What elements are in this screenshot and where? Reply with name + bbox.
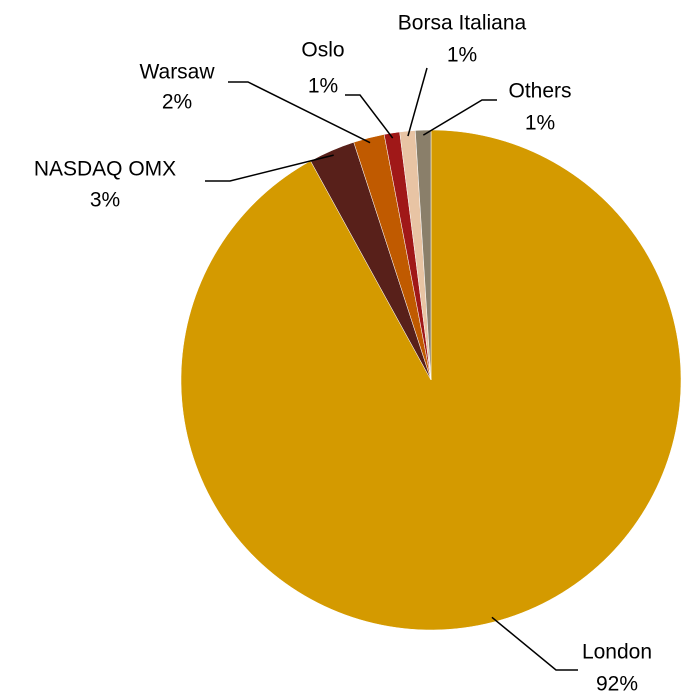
slice-value: 1% xyxy=(525,112,555,135)
leader-line xyxy=(407,67,428,137)
slice-value: 3% xyxy=(90,189,120,212)
slice-label: Others xyxy=(508,80,571,103)
slice-label: London xyxy=(582,641,652,664)
slice-value: 92% xyxy=(596,673,638,696)
slice-label: Warsaw xyxy=(139,61,215,84)
leader-line xyxy=(345,94,394,139)
leader-line xyxy=(228,81,371,144)
slice-value: 1% xyxy=(308,75,338,98)
slice-label: Borsa Italiana xyxy=(398,12,527,35)
leader-line xyxy=(491,616,578,671)
leader-line xyxy=(422,99,497,136)
slice-value: 2% xyxy=(162,91,192,114)
leader-line xyxy=(205,154,334,182)
slice-label: NASDAQ OMX xyxy=(34,158,176,181)
slice-label: Oslo xyxy=(301,39,344,62)
slice-value: 1% xyxy=(447,44,477,67)
